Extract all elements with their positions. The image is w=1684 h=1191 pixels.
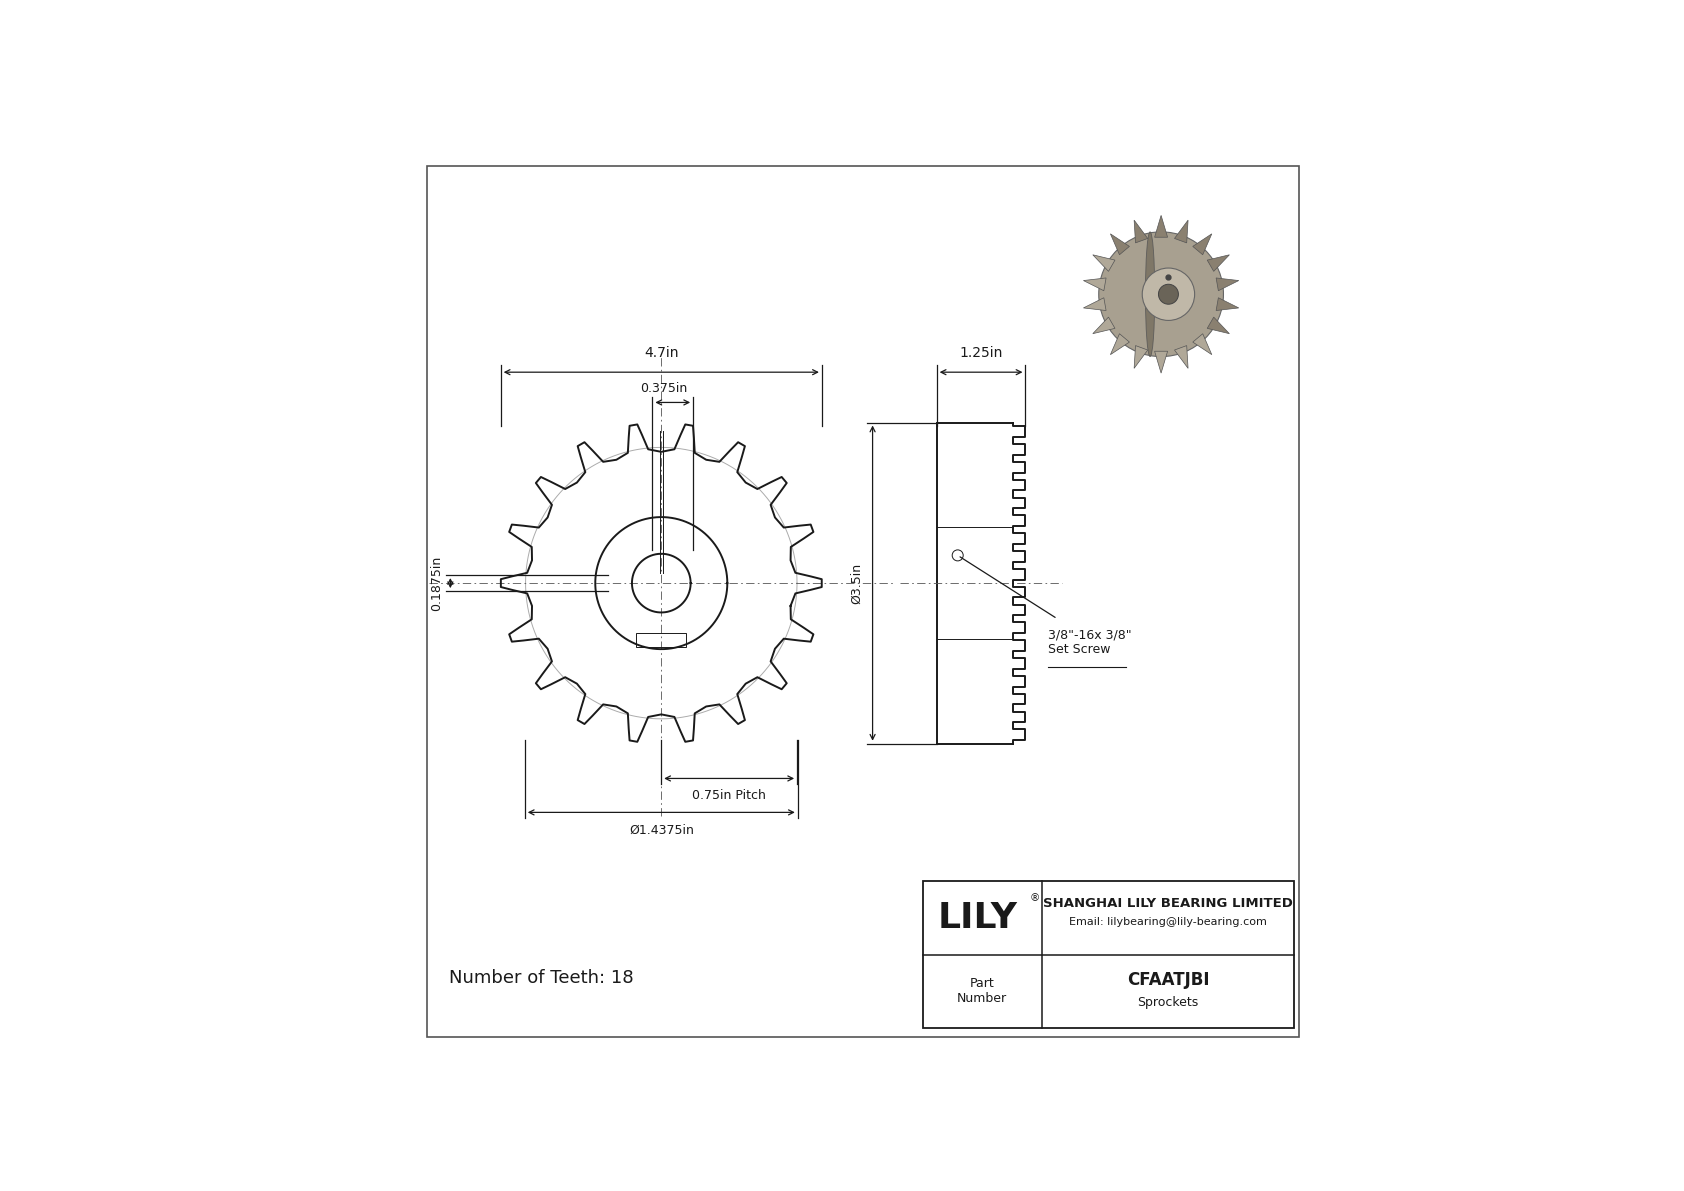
Text: 0.1875in: 0.1875in: [429, 555, 443, 611]
Text: Email: lilybearing@lily-bearing.com: Email: lilybearing@lily-bearing.com: [1069, 917, 1266, 928]
Polygon shape: [1216, 298, 1239, 311]
Polygon shape: [1133, 345, 1148, 368]
Ellipse shape: [1145, 232, 1155, 356]
Text: 0.375in: 0.375in: [640, 382, 687, 395]
Polygon shape: [1155, 351, 1167, 373]
Polygon shape: [1093, 317, 1115, 333]
Text: Ø1.4375in: Ø1.4375in: [628, 823, 694, 836]
Text: CFAATJBI: CFAATJBI: [1127, 971, 1209, 990]
Text: 4.7in: 4.7in: [643, 347, 679, 360]
Polygon shape: [1133, 220, 1148, 243]
Polygon shape: [1083, 298, 1106, 311]
Polygon shape: [1192, 333, 1212, 355]
Text: 3/8"-16x 3/8"
Set Screw: 3/8"-16x 3/8" Set Screw: [1049, 628, 1132, 656]
Polygon shape: [1174, 345, 1189, 368]
Text: 0.75in Pitch: 0.75in Pitch: [692, 790, 766, 803]
Text: Sprockets: Sprockets: [1137, 996, 1199, 1009]
Polygon shape: [1155, 216, 1167, 237]
Polygon shape: [1207, 255, 1229, 272]
Text: ®: ®: [1031, 893, 1041, 903]
Polygon shape: [1216, 278, 1239, 291]
Polygon shape: [1174, 220, 1189, 243]
Polygon shape: [1093, 255, 1115, 272]
Polygon shape: [1207, 317, 1229, 333]
Text: LILY: LILY: [938, 900, 1017, 935]
Text: Ø3.5in: Ø3.5in: [850, 562, 864, 604]
Text: 1.25in: 1.25in: [960, 347, 1002, 360]
Circle shape: [1159, 285, 1179, 304]
Polygon shape: [1083, 278, 1106, 291]
Text: SHANGHAI LILY BEARING LIMITED: SHANGHAI LILY BEARING LIMITED: [1042, 897, 1293, 910]
Circle shape: [1098, 232, 1224, 356]
Text: Number of Teeth: 18: Number of Teeth: 18: [448, 968, 633, 986]
Circle shape: [1142, 268, 1194, 320]
Polygon shape: [1110, 333, 1130, 355]
Text: Part
Number: Part Number: [957, 977, 1007, 1005]
Polygon shape: [1110, 233, 1130, 255]
Polygon shape: [1192, 233, 1212, 255]
